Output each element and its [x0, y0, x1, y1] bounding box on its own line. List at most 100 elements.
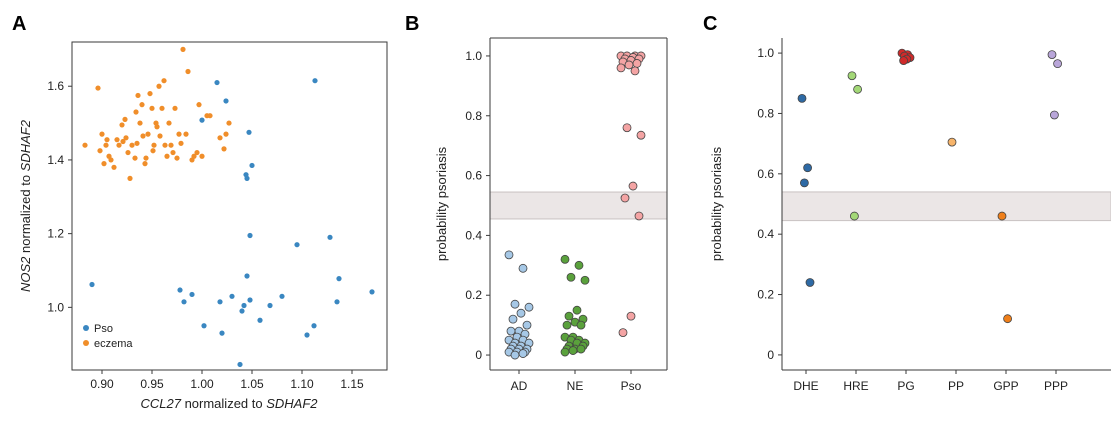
data-point-eczema — [223, 131, 229, 137]
data-point-eczema — [133, 109, 139, 115]
legend-a: Pso eczema — [83, 323, 133, 350]
data-point-eczema — [149, 105, 155, 111]
data-point-eczema — [137, 120, 143, 126]
data-point-eczema — [161, 78, 167, 84]
data-point-eczema — [114, 137, 120, 143]
panel-label-a: A — [12, 13, 26, 35]
x-axis-c: DHE HRE PG PP GPP PPP — [793, 370, 1068, 393]
data-point-eczema — [111, 164, 117, 170]
y-tick-label-a: 1.0 — [47, 300, 64, 314]
data-point-pso — [294, 242, 300, 248]
data-point-ad — [510, 299, 520, 309]
data-point-ad — [522, 320, 532, 330]
data-point-dhe — [805, 278, 815, 287]
data-point-pso — [632, 59, 642, 68]
data-point-dhe — [797, 93, 807, 103]
data-point-pso — [312, 78, 318, 84]
data-point-pso — [624, 60, 634, 70]
data-point-eczema — [185, 68, 191, 75]
data-point-pso — [189, 291, 195, 298]
data-point-eczema — [172, 105, 178, 111]
x-tick-label: DHE — [793, 379, 818, 393]
data-point-pso — [219, 330, 225, 336]
data-point-eczema — [217, 135, 223, 141]
data-point-ad — [518, 349, 528, 358]
legend-marker-pso — [83, 325, 89, 331]
data-point-eczema — [166, 120, 172, 126]
y-tick-label: 0.2 — [757, 288, 774, 302]
data-point-eczema — [176, 131, 182, 137]
data-point-pso — [249, 162, 255, 169]
data-point-ne — [560, 347, 570, 357]
data-point-ne — [576, 320, 586, 330]
data-point-ad — [518, 263, 528, 273]
data-point-pso — [327, 234, 333, 240]
data-point-eczema — [140, 133, 146, 139]
data-point-ad — [516, 308, 526, 318]
uncertainty-band-c — [781, 191, 1111, 222]
y-tick-label: 0.6 — [757, 167, 774, 181]
data-point-pso — [336, 276, 342, 282]
y-axis-b: 0 0.2 0.4 0.6 0.8 1.0 — [465, 49, 490, 362]
data-point-eczema — [143, 155, 149, 161]
data-point-eczema — [142, 161, 148, 167]
points-b — [504, 51, 646, 360]
data-point-eczema — [132, 155, 138, 161]
data-point-eczema — [194, 149, 200, 156]
data-point-pso — [247, 297, 253, 303]
data-point-ne — [572, 305, 582, 315]
data-point-pso — [618, 328, 628, 338]
data-point-ne — [564, 311, 574, 321]
y-tick-label: 0.4 — [757, 227, 774, 241]
y-tick-label: 0.4 — [465, 228, 482, 242]
x-tick-label-a: 1.00 — [190, 377, 214, 391]
data-point-ne — [574, 260, 584, 270]
y-tick-label: 0.2 — [465, 288, 482, 302]
data-point-pso — [241, 302, 247, 309]
data-point-ne — [568, 346, 578, 355]
data-point-eczema — [221, 146, 227, 152]
y-tick-label: 0 — [767, 348, 774, 362]
x-tick-label-a: 0.90 — [90, 377, 114, 391]
x-tick-label: NE — [567, 379, 584, 393]
data-point-pso — [304, 332, 310, 338]
data-point-eczema — [151, 142, 157, 148]
data-point-pso — [630, 66, 640, 76]
plot-frame-a — [71, 41, 388, 371]
data-point-ne — [566, 272, 576, 282]
legend-marker-eczema — [83, 340, 89, 346]
legend-label-eczema: eczema — [94, 338, 133, 350]
x-tick-label: Pso — [621, 379, 642, 393]
data-point-pso — [244, 273, 250, 279]
data-point-ppp — [1053, 59, 1062, 69]
data-point-eczema — [154, 124, 160, 130]
data-point-pso — [217, 299, 223, 305]
x-tick-label: PPP — [1044, 379, 1068, 393]
y-tick-label: 1.0 — [757, 46, 774, 60]
data-point-eczema — [164, 153, 170, 159]
data-point-eczema — [123, 135, 129, 141]
y-tick-label-a: 1.4 — [47, 153, 64, 167]
data-point-pso — [246, 129, 252, 135]
data-point-ad — [524, 302, 534, 312]
y-axis-label-c: probability psoriasis — [709, 146, 724, 261]
data-point-eczema — [207, 113, 213, 119]
data-point-eczema — [178, 140, 184, 146]
panel-label-b: B — [405, 13, 419, 35]
data-point-eczema — [191, 153, 197, 159]
data-point-eczema — [122, 116, 128, 122]
y-axis-label-a: NOS2 normalized to SDHAF2 — [18, 119, 33, 292]
points-c — [797, 48, 1062, 324]
data-point-eczema — [162, 142, 168, 148]
data-point-pso — [620, 193, 630, 203]
data-point-pso — [626, 311, 636, 321]
data-point-pso — [334, 299, 340, 305]
x-tick-label-a: 1.15 — [340, 377, 364, 391]
data-point-ad — [504, 250, 514, 260]
data-point-pg — [899, 56, 908, 66]
data-point-pso — [369, 289, 375, 295]
x-axis-label-a: CCL27 normalized to SDHAF2 — [140, 396, 318, 411]
data-point-pso — [247, 232, 253, 239]
data-point-ad — [506, 326, 516, 336]
